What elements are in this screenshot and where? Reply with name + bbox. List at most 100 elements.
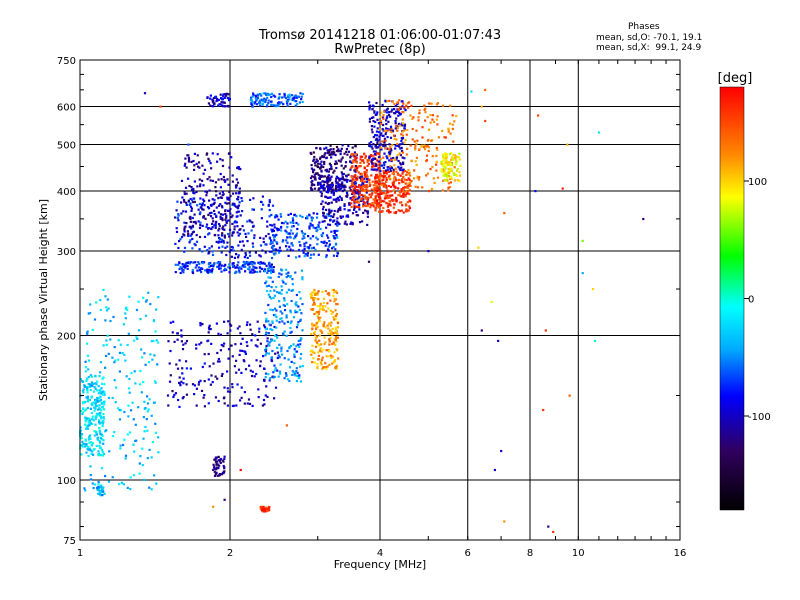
data-point	[221, 213, 224, 216]
data-point	[445, 155, 448, 159]
data-point	[285, 424, 288, 427]
data-point	[365, 196, 368, 199]
data-point	[178, 405, 181, 408]
data-point	[303, 242, 306, 245]
data-point	[318, 174, 322, 177]
data-point	[178, 359, 181, 362]
data-point	[218, 360, 221, 363]
data-point	[98, 422, 101, 425]
data-point	[382, 178, 385, 181]
data-point	[276, 336, 279, 339]
data-point	[351, 178, 354, 181]
data-point	[409, 200, 412, 203]
data-point	[102, 452, 106, 455]
data-point	[249, 220, 252, 223]
data-point	[402, 211, 405, 214]
data-point	[249, 323, 252, 326]
data-point	[447, 167, 450, 171]
data-point	[187, 261, 190, 264]
data-point	[372, 205, 375, 208]
data-point	[424, 148, 427, 151]
data-point	[155, 308, 158, 311]
data-point	[233, 256, 236, 259]
data-point	[181, 367, 184, 370]
data-point	[91, 450, 94, 453]
data-point	[111, 356, 114, 359]
data-point	[581, 239, 584, 242]
data-point	[266, 510, 269, 513]
data-point	[268, 237, 271, 240]
data-point	[334, 153, 337, 157]
data-point	[84, 420, 87, 423]
data-point	[336, 220, 339, 223]
data-point	[171, 331, 174, 334]
data-point	[313, 183, 316, 186]
data-point	[280, 229, 283, 232]
data-point	[221, 219, 224, 222]
data-point	[249, 328, 252, 331]
data-point	[87, 448, 90, 451]
data-point	[375, 101, 378, 105]
data-point	[337, 148, 340, 151]
data-point	[261, 404, 264, 407]
data-point	[277, 354, 280, 357]
data-point	[321, 180, 324, 183]
data-point	[86, 391, 89, 394]
data-point	[103, 492, 106, 495]
data-point	[90, 441, 93, 444]
data-point	[277, 291, 281, 295]
data-point	[410, 159, 413, 162]
data-point	[289, 212, 292, 215]
data-point	[356, 175, 359, 178]
data-point	[143, 478, 146, 481]
data-point	[291, 288, 295, 292]
data-point	[238, 266, 241, 269]
data-point	[240, 386, 243, 389]
data-point	[318, 305, 322, 308]
data-point	[139, 369, 142, 373]
data-point	[314, 339, 317, 342]
data-point	[275, 233, 278, 236]
data-point	[324, 175, 327, 178]
data-point	[237, 166, 241, 169]
data-point	[219, 457, 223, 461]
data-point	[435, 103, 439, 106]
data-point	[542, 408, 545, 412]
data-point	[210, 167, 213, 170]
data-point	[368, 108, 371, 111]
data-point	[353, 158, 357, 161]
data-point	[310, 308, 313, 311]
data-point	[252, 197, 255, 200]
data-point	[385, 177, 388, 180]
data-point	[276, 242, 279, 245]
data-point	[319, 308, 322, 311]
data-point	[268, 264, 271, 267]
data-point	[379, 196, 382, 199]
data-point	[273, 339, 276, 342]
data-point	[271, 103, 274, 106]
data-point	[379, 146, 382, 149]
data-point	[99, 361, 102, 364]
data-point	[340, 198, 343, 201]
data-point	[430, 188, 434, 191]
data-point	[373, 110, 376, 113]
data-point	[306, 215, 309, 218]
data-point	[333, 219, 336, 222]
data-point	[129, 488, 132, 491]
data-point	[442, 179, 445, 182]
data-point	[396, 173, 399, 176]
data-point	[268, 509, 271, 512]
data-point	[213, 465, 216, 468]
data-point	[373, 157, 376, 160]
data-point	[349, 179, 352, 182]
data-point	[241, 210, 244, 213]
data-point	[233, 204, 236, 207]
data-point	[365, 188, 368, 191]
data-point	[299, 380, 302, 383]
data-point	[388, 177, 391, 180]
data-point	[239, 168, 242, 171]
data-point	[313, 332, 316, 335]
data-point	[294, 309, 297, 312]
data-point	[375, 163, 378, 166]
data-point	[206, 270, 209, 273]
